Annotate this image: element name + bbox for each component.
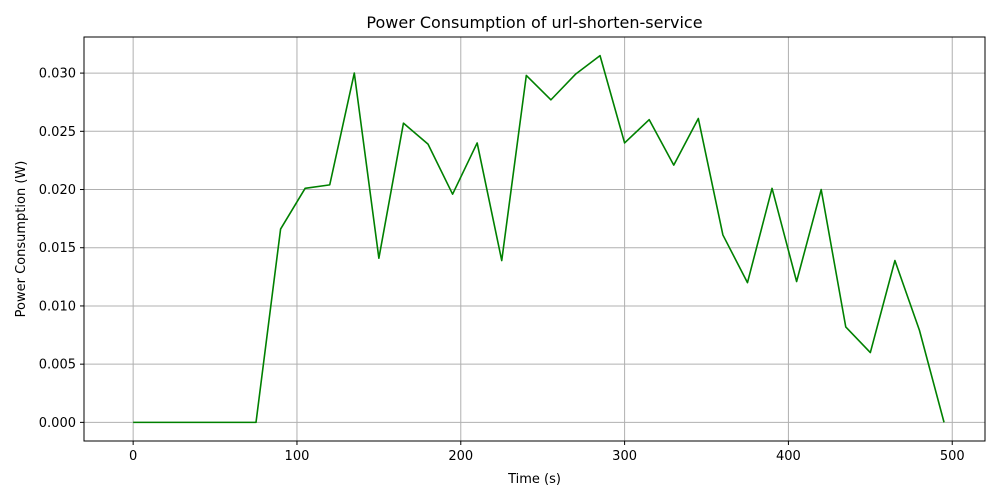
x-axis-title: Time (s) [507, 472, 561, 487]
x-tick-label: 300 [612, 449, 637, 464]
y-tick-label: 0.000 [39, 416, 76, 431]
y-tick-label: 0.010 [39, 299, 76, 314]
x-tick-label: 400 [776, 449, 801, 464]
y-tick-label: 0.020 [39, 183, 76, 198]
y-axis-ticks: 0.000 0.005 0.010 0.015 0.020 0.025 0.030 [39, 67, 84, 431]
x-tick-label: 100 [285, 449, 310, 464]
y-tick-label: 0.030 [39, 67, 76, 82]
y-tick-label: 0.015 [39, 241, 76, 256]
y-axis-title: Power Consumption (W) [14, 161, 29, 318]
x-tick-label: 500 [940, 449, 965, 464]
chart-title: Power Consumption of url-shorten-service [366, 13, 702, 32]
x-axis-ticks: 0 100 200 300 400 500 [129, 441, 965, 464]
grid-lines [84, 37, 985, 441]
series-lines [133, 54, 945, 424]
x-tick-label: 200 [448, 449, 473, 464]
series-line-0 [133, 54, 945, 424]
x-tick-label: 0 [129, 449, 137, 464]
y-tick-label: 0.005 [39, 358, 76, 373]
plot-area-frame [83, 36, 986, 442]
y-tick-label: 0.025 [39, 125, 76, 140]
